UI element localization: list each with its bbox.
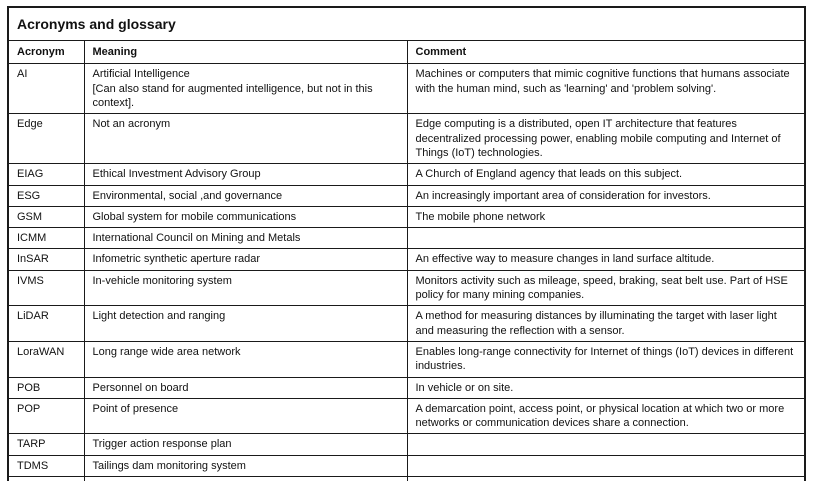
acronym-cell: InSAR xyxy=(7,248,85,271)
comment-cell: Machines or computers that mimic cogniti… xyxy=(406,63,806,115)
meaning-cell: Environmental, social ,and governance xyxy=(83,184,408,207)
meaning-cell: Artificial Intelligence [Can also stand … xyxy=(83,63,408,115)
acronym-cell: ICMM xyxy=(7,227,85,250)
header-row: Acronym Meaning Comment xyxy=(7,40,806,65)
meaning-cell: Tailings dam monitoring system xyxy=(83,454,408,478)
comment-cell xyxy=(406,227,806,250)
acronym-cell: AI xyxy=(7,63,85,115)
comment-cell: A demarcation point, access point, or ph… xyxy=(406,397,806,435)
comment-cell: An effective way to measure changes in l… xyxy=(406,248,806,271)
acronym-cell: POB xyxy=(7,376,85,399)
acronym-cell: GSM xyxy=(7,205,85,229)
comment-cell: A Church of England agency that leads on… xyxy=(406,163,806,186)
col-header-acronym: Acronym xyxy=(7,40,85,65)
table-row: InSAR Infometric synthetic aperture radar… xyxy=(7,248,806,271)
acronym-cell: LiDAR xyxy=(7,305,85,342)
meaning-cell: Global system for mobile communications xyxy=(83,205,408,229)
acronym-cell: EIAG xyxy=(7,163,85,186)
meaning-cell: Not an acronym xyxy=(83,113,408,165)
acronym-cell: ESG xyxy=(7,184,85,207)
comment-cell: Enables long-range connectivity for Inte… xyxy=(406,340,806,378)
col-header-comment: Comment xyxy=(406,40,806,65)
acronym-cell: TSF xyxy=(7,476,85,481)
comment-cell xyxy=(406,433,806,456)
meaning-cell: Point of presence xyxy=(83,397,408,435)
page-title: Acronyms and glossary xyxy=(7,6,806,42)
meaning-cell: Light detection and ranging xyxy=(83,305,408,342)
acronym-cell: IVMS xyxy=(7,269,85,307)
table-row: ESG Environmental, social ,and governance… xyxy=(7,184,806,207)
meaning-cell: Personnel on board xyxy=(83,376,408,399)
table-row: TDMS Tailings dam monitoring system xyxy=(7,454,806,478)
title-row: Acronyms and glossary xyxy=(7,6,806,42)
table-row: Edge Not an acronym Edge computing is a di… xyxy=(7,113,806,165)
meaning-cell: Trigger action response plan xyxy=(83,433,408,456)
table-row: POP Point of presence A demarcation point,… xyxy=(7,397,806,435)
table-row: AI Artificial Intelligence [Can also stan… xyxy=(7,63,806,115)
comment-cell: Often used interchangeably with 'tailing… xyxy=(406,476,806,481)
comment-cell xyxy=(406,454,806,478)
comment-cell: Monitors activity such as mileage, speed… xyxy=(406,269,806,307)
table-row: POB Personnel on board In vehicle or on si… xyxy=(7,376,806,399)
table-row: TARP Trigger action response plan xyxy=(7,433,806,456)
acronym-cell: Edge xyxy=(7,113,85,165)
acronym-cell: POP xyxy=(7,397,85,435)
col-header-meaning: Meaning xyxy=(83,40,408,65)
meaning-cell: Long range wide area network xyxy=(83,340,408,378)
table-row: EIAG Ethical Investment Advisory Group A C… xyxy=(7,163,806,186)
comment-cell: The mobile phone network xyxy=(406,205,806,229)
table-row: LiDAR Light detection and ranging A method… xyxy=(7,305,806,342)
comment-cell: An increasingly important area of consid… xyxy=(406,184,806,207)
acronym-cell: LoraWAN xyxy=(7,340,85,378)
table-row: GSM Global system for mobile communicatio… xyxy=(7,205,806,229)
glossary-table-body: AI Artificial Intelligence [Can also stan… xyxy=(7,63,806,481)
comment-cell: In vehicle or on site. xyxy=(406,376,806,399)
glossary-table: Acronyms and glossary Acronym Meaning Co… xyxy=(7,6,806,481)
meaning-cell: Infometric synthetic aperture radar xyxy=(83,248,408,271)
meaning-cell: Tailings storage facility xyxy=(83,476,408,481)
table-row: LoraWAN Long range wide area network Enabl… xyxy=(7,340,806,378)
acronym-cell: TDMS xyxy=(7,454,85,478)
comment-cell: Edge computing is a distributed, open IT… xyxy=(406,113,806,165)
meaning-cell: Ethical Investment Advisory Group xyxy=(83,163,408,186)
meaning-cell: In-vehicle monitoring system xyxy=(83,269,408,307)
table-row: IVMS In-vehicle monitoring system Monitors… xyxy=(7,269,806,307)
meaning-cell: International Council on Mining and Meta… xyxy=(83,227,408,250)
table-row: TSFTailings storage facilityOften used i… xyxy=(7,476,806,481)
comment-cell: A method for measuring distances by illu… xyxy=(406,305,806,342)
acronym-cell: TARP xyxy=(7,433,85,456)
table-row: ICMM International Council on Mining and … xyxy=(7,227,806,250)
